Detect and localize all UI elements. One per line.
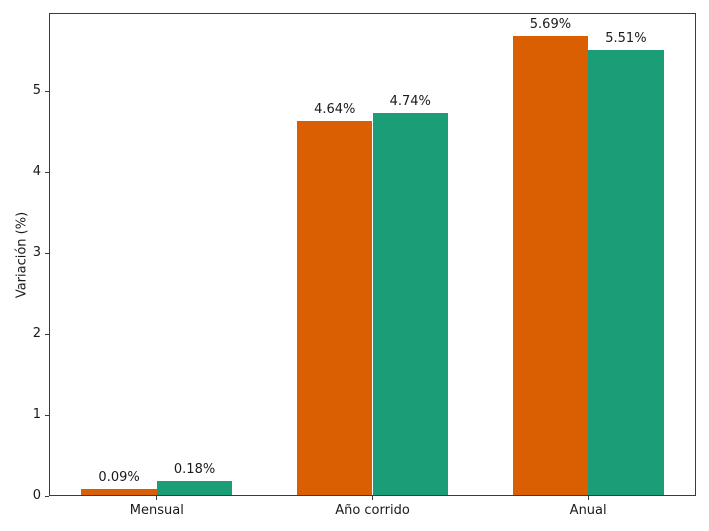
y-tick-label: 4 [32, 164, 41, 180]
bar [372, 112, 448, 496]
bar-value-label: 0.09% [98, 469, 140, 485]
y-tick-mark [45, 252, 49, 254]
bar [156, 481, 233, 496]
x-tick-label: Año corrido [335, 503, 410, 518]
bar-value-label: 4.74% [389, 93, 431, 109]
x-tick-mark [587, 496, 589, 500]
y-tick-mark [45, 414, 49, 416]
y-tick-label: 5 [32, 83, 41, 99]
bar [512, 35, 589, 496]
x-tick-label: Mensual [129, 503, 184, 518]
bar-value-label: 0.18% [173, 462, 216, 478]
bar-value-label: 5.69% [529, 16, 572, 32]
bar [81, 488, 157, 496]
y-tick-label: 2 [32, 326, 41, 342]
y-tick-mark [45, 90, 49, 92]
bar-value-label: 4.64% [314, 101, 356, 117]
bar-value-label: 5.51% [605, 31, 647, 47]
y-tick-label: 3 [32, 245, 41, 261]
bar [588, 50, 664, 496]
bar [297, 120, 373, 496]
x-tick-mark [156, 496, 158, 500]
y-tick-mark [45, 495, 49, 497]
y-tick-label: 0 [32, 488, 41, 503]
x-tick-mark [372, 496, 373, 500]
y-tick-label: 1 [32, 407, 41, 423]
x-tick-label: Anual [569, 503, 607, 518]
y-tick-mark [45, 333, 49, 335]
y-tick-mark [45, 171, 49, 173]
